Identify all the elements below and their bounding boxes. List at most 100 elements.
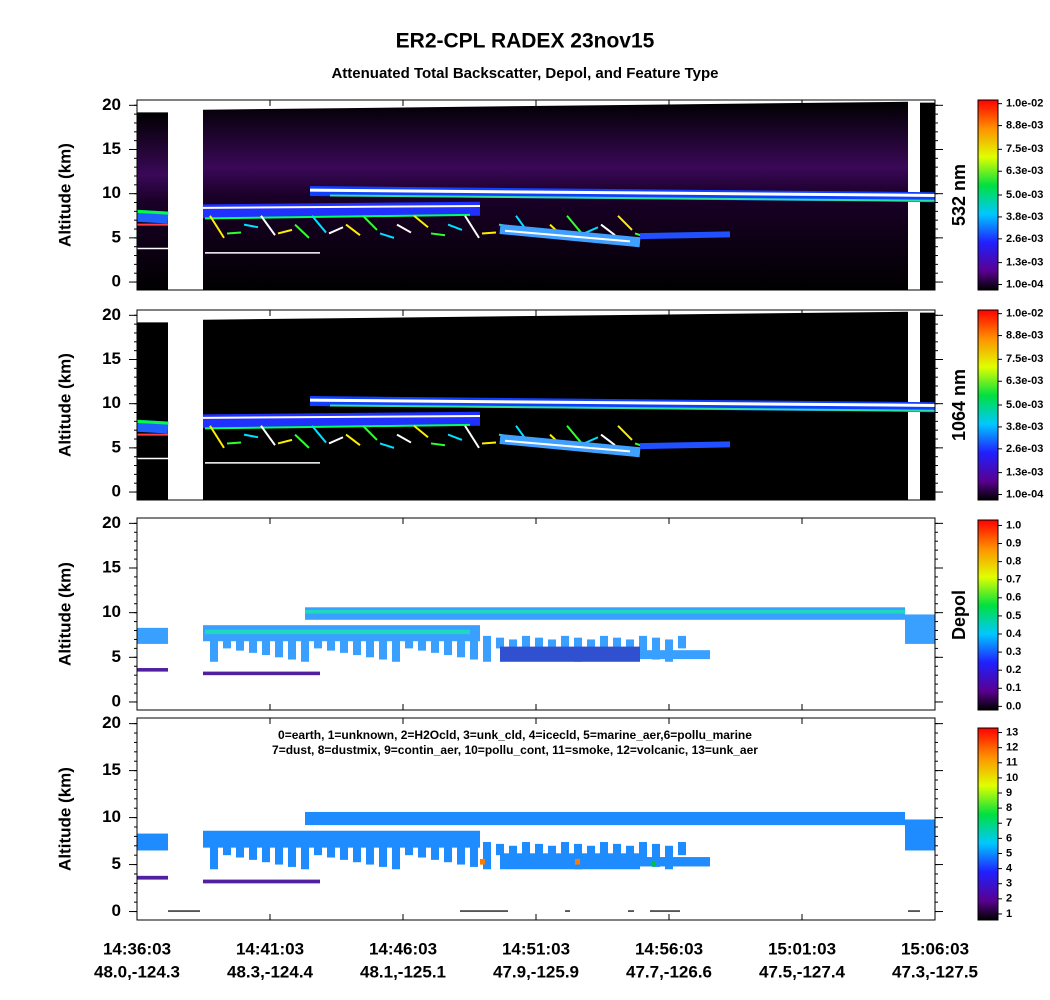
cloud	[652, 860, 656, 867]
cloud	[392, 845, 400, 870]
cloud	[480, 858, 485, 865]
cloud	[617, 215, 633, 231]
cloud	[345, 223, 361, 237]
cloud	[314, 845, 322, 856]
cloud	[379, 637, 387, 660]
cloud	[481, 441, 497, 445]
cloud	[329, 404, 936, 412]
x-tick-label: 47.5,-127.4	[759, 962, 846, 981]
cloud	[522, 635, 530, 653]
colorbar-tick-label: 6	[1006, 832, 1012, 844]
cloud	[226, 441, 242, 445]
cloud	[260, 215, 276, 236]
cloud	[413, 214, 429, 229]
colorbar-label: 1064 nm	[949, 369, 969, 441]
cloud	[301, 637, 309, 662]
curtain	[137, 322, 168, 500]
cloud	[908, 910, 920, 913]
cloud	[204, 423, 471, 430]
x-tick-label: 14:51:03	[502, 939, 570, 958]
colorbar-tick-label: 0.0	[1006, 700, 1021, 712]
cloud	[205, 629, 470, 635]
colorbar	[977, 519, 999, 711]
colorbar	[977, 309, 999, 501]
cloud	[275, 639, 283, 658]
x-tick-label: 47.9,-125.9	[493, 962, 579, 981]
colorbar-tick-label: 3.8e-03	[1006, 211, 1043, 223]
x-tick-label: 14:41:03	[236, 939, 304, 958]
cloud	[500, 646, 640, 662]
cloud	[535, 637, 543, 656]
cloud	[202, 205, 481, 209]
colorbar-tick-label: 7.5e-03	[1006, 143, 1043, 155]
colorbar-tick-label: 4	[1006, 863, 1013, 875]
cloud	[329, 194, 936, 202]
cloud	[447, 433, 463, 441]
cloud	[652, 637, 660, 660]
cloud	[464, 215, 480, 239]
colorbar-tick-label: 0.2	[1006, 664, 1021, 676]
cloud	[209, 425, 225, 449]
cloud	[464, 425, 480, 449]
cloud	[309, 398, 936, 407]
cloud	[639, 842, 647, 865]
cloud	[137, 627, 168, 644]
cloud	[136, 419, 169, 434]
colorbar-tick-label: 8.8e-03	[1006, 329, 1043, 341]
cloud	[613, 843, 621, 860]
cloud	[396, 433, 412, 444]
cloud	[483, 635, 491, 662]
cloud	[535, 843, 543, 863]
cloud	[483, 842, 491, 870]
cloud	[613, 637, 621, 653]
y-tick-label: 10	[102, 393, 121, 412]
colorbar-tick-label: 12	[1006, 742, 1018, 754]
cloud	[327, 635, 335, 651]
cloud	[223, 843, 231, 856]
x-tick-label: 47.3,-127.5	[892, 962, 978, 981]
cloud	[137, 833, 168, 851]
cloud	[565, 910, 570, 913]
cloud	[305, 609, 905, 614]
cloud	[379, 232, 395, 239]
cloud	[640, 650, 710, 660]
colorbar-tick-label: 9	[1006, 787, 1012, 799]
x-tick-label: 14:56:03	[635, 939, 703, 958]
cloud	[210, 842, 218, 870]
cloud	[444, 635, 452, 656]
cloud	[202, 411, 481, 429]
cloud	[340, 637, 348, 653]
x-tick-label: 14:46:03	[369, 939, 437, 958]
y-tick-label: 15	[102, 557, 121, 576]
cloud	[277, 438, 293, 445]
cloud	[362, 425, 378, 441]
colorbar	[977, 727, 999, 921]
colorbar-tick-label: 0.1	[1006, 682, 1021, 694]
x-tick-label: 14:36:03	[103, 939, 171, 958]
cloud	[444, 842, 452, 863]
colorbar	[977, 99, 999, 291]
cloud	[202, 415, 481, 419]
cloud	[418, 843, 426, 858]
cloud	[205, 835, 470, 841]
cloud	[136, 419, 169, 425]
colorbar-tick-label: 7	[1006, 817, 1012, 829]
y-tick-label: 15	[102, 139, 121, 158]
y-tick-label: 15	[102, 760, 121, 779]
cloud	[504, 439, 631, 453]
cloud	[905, 614, 935, 644]
cloud	[639, 635, 647, 658]
cloud	[575, 858, 580, 865]
cloud	[262, 843, 270, 863]
cloud	[379, 442, 395, 449]
colorbar-tick-label: 1.3e-03	[1006, 467, 1043, 479]
cloud	[431, 639, 439, 653]
cloud	[587, 845, 595, 856]
colorbar-tick-label: 5	[1006, 847, 1012, 859]
cloud	[249, 635, 257, 653]
cloud	[504, 229, 631, 243]
cloud	[223, 637, 231, 649]
cloud	[447, 223, 463, 231]
colorbar-tick-label: 2.6e-03	[1006, 443, 1043, 455]
